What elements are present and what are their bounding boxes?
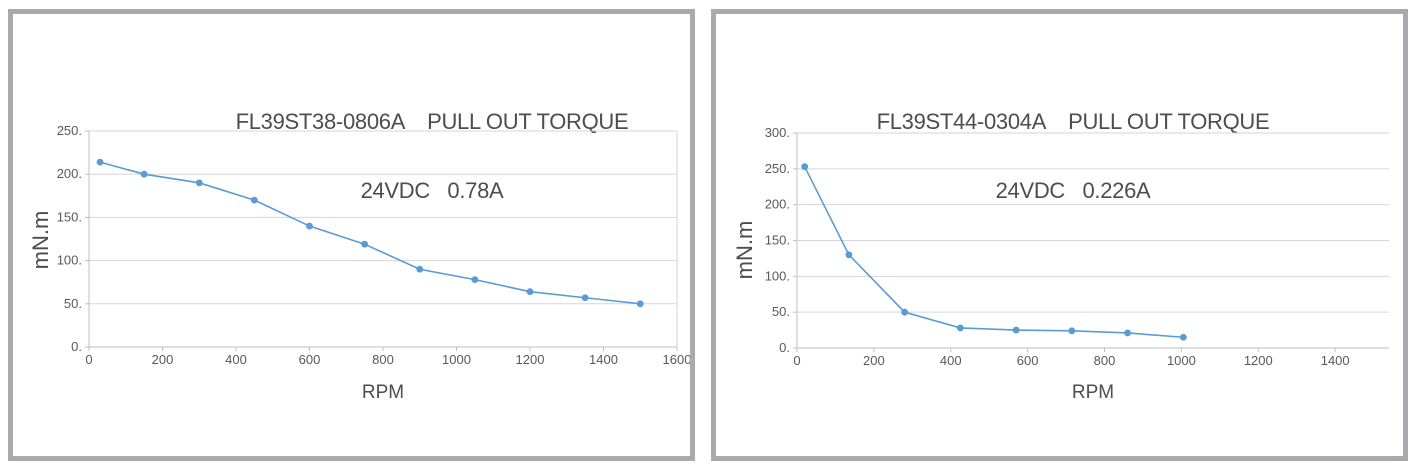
x-tick-label: 1200: [516, 352, 545, 367]
y-tick-label: 50.: [64, 296, 82, 311]
data-point: [845, 251, 853, 259]
x-tick-label: 800: [1094, 353, 1116, 368]
data-point: [96, 158, 104, 166]
plot-area: 0. 50. 100. 150. 200. 250. 300. 0 200 400 600 800 10…: [765, 125, 1389, 368]
data-point: [1012, 326, 1020, 334]
x-tick-label: 600: [1017, 353, 1039, 368]
chart-title: FL39ST38-0806A PULL OUT TORQUE 24VDC 0.7…: [132, 64, 690, 248]
x-tick-label: 1400: [1321, 353, 1350, 368]
y-tick-label: 250.: [57, 123, 82, 138]
x-tick-label: 1000: [442, 352, 471, 367]
data-point: [471, 276, 479, 284]
y-tick-label: 150.: [765, 233, 790, 248]
y-tick-label: 100.: [765, 268, 790, 283]
data-point: [581, 294, 589, 302]
data-point: [956, 324, 964, 332]
y-tick-label: 0.: [779, 340, 790, 355]
chart-area-left: FL39ST38-0806A PULL OUT TORQUE 24VDC 0.7…: [13, 14, 690, 456]
data-point: [1068, 327, 1076, 335]
y-tick-label: 150.: [57, 209, 82, 224]
x-tick-label: 0: [85, 352, 92, 367]
y-tick-label: 200.: [765, 197, 790, 212]
x-tick-label: 0: [793, 353, 800, 368]
x-tick-label: 200: [152, 352, 174, 367]
x-axis-title: RPM: [361, 382, 405, 403]
chart-panel-right: FL39ST44-0304A PULL OUT TORQUE 24VDC 0.2…: [711, 9, 1408, 461]
x-tick-label: 1000: [1167, 353, 1196, 368]
data-point: [526, 288, 534, 296]
x-tick-label: 400: [940, 353, 962, 368]
series-line: [803, 166, 1184, 339]
y-tick-label: 100.: [57, 253, 82, 268]
chart-area-right: FL39ST44-0304A PULL OUT TORQUE 24VDC 0.2…: [716, 14, 1403, 456]
series-line: [99, 161, 641, 305]
data-point: [361, 240, 369, 248]
data-point: [140, 170, 148, 178]
x-tick-label: 1400: [589, 352, 618, 367]
x-tick-label: 600: [299, 352, 321, 367]
data-point: [306, 222, 313, 230]
chart-title-line2: 24VDC 0.78A: [360, 178, 504, 203]
data-point: [901, 308, 909, 316]
x-tick-label: 1200: [1244, 353, 1273, 368]
data-point: [1179, 333, 1187, 341]
x-axis-title: RPM: [1071, 382, 1115, 403]
data-point: [250, 196, 258, 204]
data-point: [636, 300, 644, 308]
chart-panel-left: FL39ST38-0806A PULL OUT TORQUE 24VDC 0.7…: [8, 9, 695, 461]
data-point: [801, 163, 809, 171]
chart-title-line2: 24VDC 0.226A: [995, 178, 1151, 203]
data-point: [1124, 329, 1131, 337]
x-tick-label: 200: [863, 353, 885, 368]
x-tick-label: 1600: [663, 352, 690, 367]
data-point: [416, 265, 424, 273]
y-tick-label: 300.: [765, 125, 790, 140]
chart-title-line1: FL39ST38-0806A PULL OUT TORQUE: [235, 109, 629, 134]
chart-title: FL39ST44-0304A PULL OUT TORQUE 24VDC 0.2…: [773, 64, 1373, 248]
y-tick-label: 250.: [765, 161, 790, 176]
x-tick-label: 400: [225, 352, 247, 367]
plot-area: 0. 50. 100. 150. 200. 250. 0 200 400 600 800 1000 12…: [57, 123, 690, 367]
chart-title-line1: FL39ST44-0304A PULL OUT TORQUE: [876, 109, 1270, 134]
y-tick-label: 50.: [772, 304, 790, 319]
x-tick-label: 800: [372, 352, 394, 367]
y-tick-label: 0.: [71, 339, 82, 354]
y-tick-label: 200.: [57, 166, 82, 181]
data-point: [195, 179, 203, 187]
